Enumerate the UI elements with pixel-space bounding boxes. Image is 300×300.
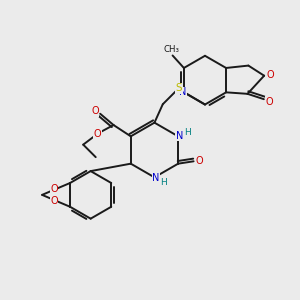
Text: H: H <box>160 178 167 187</box>
Text: O: O <box>266 97 273 106</box>
Text: S: S <box>176 83 182 93</box>
Text: N: N <box>152 173 160 183</box>
Text: H: H <box>184 128 191 137</box>
Text: CH₃: CH₃ <box>164 45 180 54</box>
Text: N: N <box>176 131 183 141</box>
Text: O: O <box>195 156 203 166</box>
Text: N: N <box>179 87 186 97</box>
Text: O: O <box>50 196 58 206</box>
Text: O: O <box>266 70 274 80</box>
Text: O: O <box>50 184 58 194</box>
Text: O: O <box>91 106 99 116</box>
Text: O: O <box>94 129 101 139</box>
